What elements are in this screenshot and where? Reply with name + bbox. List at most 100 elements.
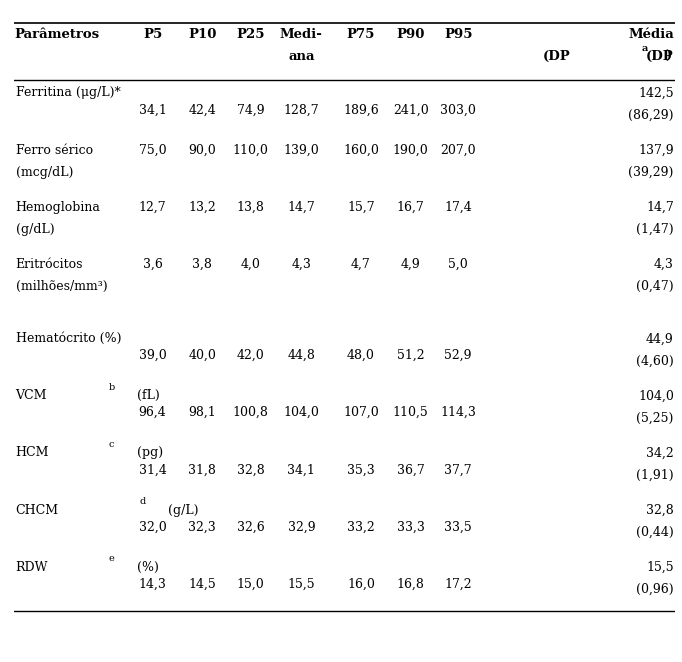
Text: 32,6: 32,6 [237,520,265,534]
Text: 39,0: 39,0 [138,349,166,362]
Text: 75,0: 75,0 [138,144,166,156]
Text: Média: Média [628,28,674,41]
Text: 15,5: 15,5 [288,577,315,591]
Text: (1,47): (1,47) [636,222,674,236]
Text: (milhões/mm³): (milhões/mm³) [16,280,107,293]
Text: 3,8: 3,8 [192,258,212,271]
Text: 44,9: 44,9 [646,332,674,346]
Text: (0,96): (0,96) [636,583,674,596]
Text: 14,7: 14,7 [646,201,674,214]
Text: Hemoglobina: Hemoglobina [16,201,100,214]
Text: 241,0: 241,0 [393,103,428,117]
Text: 52,9: 52,9 [445,349,472,362]
Text: 34,2: 34,2 [646,446,674,459]
Text: d: d [139,497,146,506]
Text: 107,0: 107,0 [343,406,379,419]
Text: Parâmetros: Parâmetros [14,28,100,41]
Text: P25: P25 [236,28,265,41]
Text: 48,0: 48,0 [347,349,375,362]
Text: (g/L): (g/L) [164,504,198,516]
Text: 12,7: 12,7 [138,201,166,214]
Text: Ferro sérico: Ferro sérico [16,144,93,156]
Text: 189,6: 189,6 [343,103,379,117]
Text: 40,0: 40,0 [188,349,216,362]
Text: P5: P5 [143,28,162,41]
Text: 17,2: 17,2 [445,577,472,591]
Text: 42,4: 42,4 [188,103,216,117]
Text: 42,0: 42,0 [237,349,265,362]
Text: 16,8: 16,8 [397,577,424,591]
Text: 14,3: 14,3 [138,577,166,591]
Text: 137,9: 137,9 [638,144,674,156]
Text: 100,8: 100,8 [233,406,269,419]
Text: ana: ana [288,50,314,63]
Text: 32,0: 32,0 [138,520,166,534]
Text: 34,1: 34,1 [288,463,315,477]
Text: 128,7: 128,7 [284,103,319,117]
Text: 15,0: 15,0 [237,577,265,591]
Text: 33,3: 33,3 [397,520,424,534]
Text: 17,4: 17,4 [444,201,472,214]
Text: ): ) [665,50,672,63]
Text: 31,8: 31,8 [188,463,216,477]
Text: 303,0: 303,0 [441,103,476,117]
Text: 32,8: 32,8 [237,463,265,477]
Text: 37,7: 37,7 [445,463,472,477]
Text: CHCM: CHCM [16,504,59,516]
Text: 14,5: 14,5 [188,577,216,591]
Text: 160,0: 160,0 [343,144,379,156]
Text: 110,5: 110,5 [393,406,428,419]
Text: (mcg/dL): (mcg/dL) [16,166,73,179]
Text: HCM: HCM [16,446,49,459]
Text: VCM: VCM [16,389,47,402]
Text: P95: P95 [444,28,473,41]
Text: (g/dL): (g/dL) [16,222,55,236]
Text: P75: P75 [346,28,375,41]
Text: 104,0: 104,0 [284,406,319,419]
Text: 139,0: 139,0 [284,144,319,156]
Text: 33,2: 33,2 [347,520,375,534]
Text: 90,0: 90,0 [188,144,216,156]
Text: 35,3: 35,3 [347,463,375,477]
Text: 13,2: 13,2 [188,201,216,214]
Text: 32,9: 32,9 [288,520,315,534]
Text: (%): (%) [132,561,158,574]
Text: Eritrócitos: Eritrócitos [16,258,83,271]
Text: 44,8: 44,8 [288,349,315,362]
Text: 110,0: 110,0 [233,144,269,156]
Text: 34,1: 34,1 [138,103,166,117]
Text: (DP: (DP [646,50,674,63]
Text: (86,29): (86,29) [628,109,674,121]
Text: 4,7: 4,7 [351,258,371,271]
Text: (39,29): (39,29) [629,166,674,179]
Text: 4,3: 4,3 [654,258,674,271]
Text: 74,9: 74,9 [237,103,265,117]
Text: 16,7: 16,7 [397,201,424,214]
Text: 96,4: 96,4 [138,406,166,419]
Text: 142,5: 142,5 [638,87,674,99]
Text: 31,4: 31,4 [138,463,166,477]
Text: 4,3: 4,3 [291,258,312,271]
Text: RDW: RDW [16,561,48,574]
Text: 32,8: 32,8 [646,504,674,516]
Text: P90: P90 [396,28,425,41]
Text: (0,44): (0,44) [636,526,674,539]
Text: 15,5: 15,5 [647,561,674,574]
Text: 14,7: 14,7 [288,201,315,214]
Text: 98,1: 98,1 [188,406,216,419]
Text: 4,0: 4,0 [241,258,261,271]
Text: 104,0: 104,0 [638,389,674,402]
Text: 16,0: 16,0 [347,577,375,591]
Text: 32,3: 32,3 [188,520,216,534]
Text: 51,2: 51,2 [397,349,424,362]
Text: Medi-: Medi- [280,28,323,41]
Text: (DP: (DP [543,50,571,63]
Text: c: c [108,440,114,449]
Text: (pg): (pg) [132,446,163,459]
Text: 36,7: 36,7 [397,463,424,477]
Text: (5,25): (5,25) [636,412,674,424]
Text: 207,0: 207,0 [441,144,476,156]
Text: a: a [641,44,647,52]
Text: b: b [108,383,115,392]
Text: Hematócrito (%): Hematócrito (%) [16,332,121,346]
